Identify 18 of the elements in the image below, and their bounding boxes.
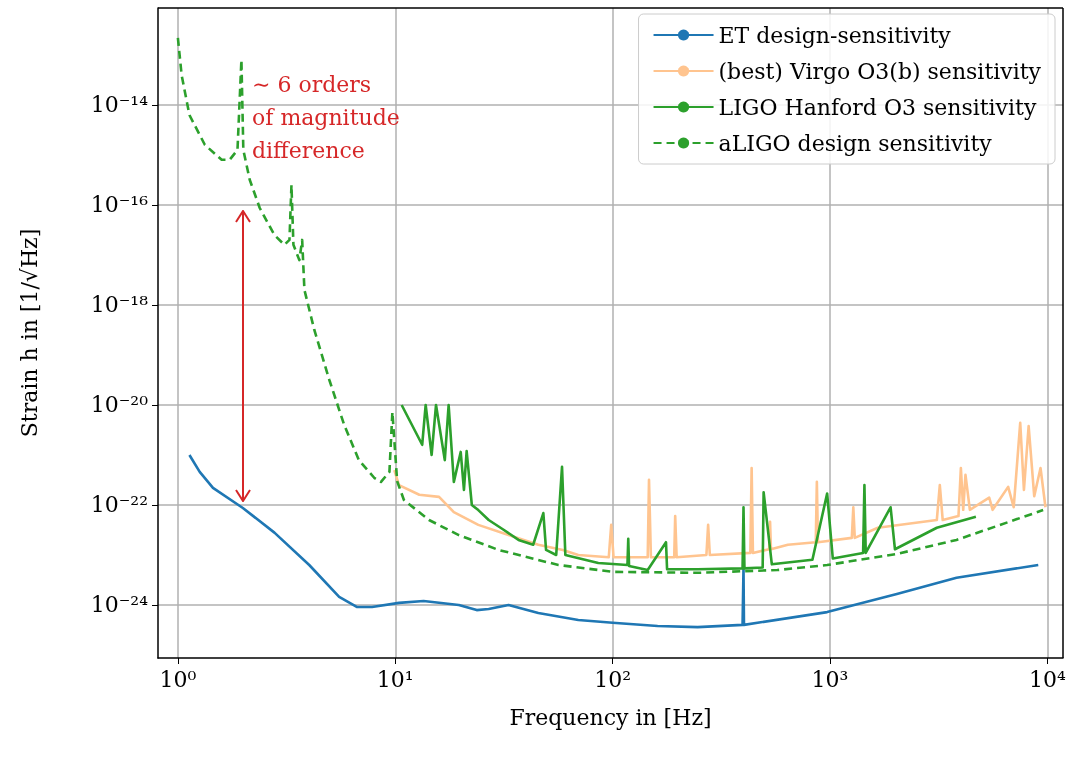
y-tick-label: 10⁻¹⁶ — [90, 192, 149, 218]
y-axis-title: Strain h in [1/√Hz] — [16, 228, 42, 438]
y-tick-label: 10⁻²⁴ — [90, 592, 149, 618]
x-tick-label: 10¹ — [376, 666, 414, 692]
x-tick-label: 10³ — [811, 666, 849, 692]
legend-label: (best) Virgo O3(b) sensitivity — [718, 58, 1042, 84]
legend-label: LIGO Hanford O3 sensitivity — [718, 94, 1037, 120]
legend-label: ET design-sensitivity — [718, 22, 952, 48]
annotation: ∼ 6 orders of magnitude difference — [252, 71, 400, 165]
x-axis-title: Frequency in [Hz] — [509, 704, 712, 730]
legend-label: aLIGO design sensitivity — [718, 130, 993, 156]
y-tick-label: 10⁻¹⁸ — [90, 292, 149, 318]
y-tick-label: 10⁻²⁰ — [90, 392, 149, 418]
y-tick-label: 10⁻¹⁴ — [90, 92, 149, 118]
x-tick-label: 10⁰ — [159, 666, 197, 692]
x-tick-label: 10² — [594, 666, 632, 692]
y-tick-label: 10⁻²² — [90, 492, 148, 518]
x-tick-label: 10⁴ — [1028, 666, 1066, 692]
